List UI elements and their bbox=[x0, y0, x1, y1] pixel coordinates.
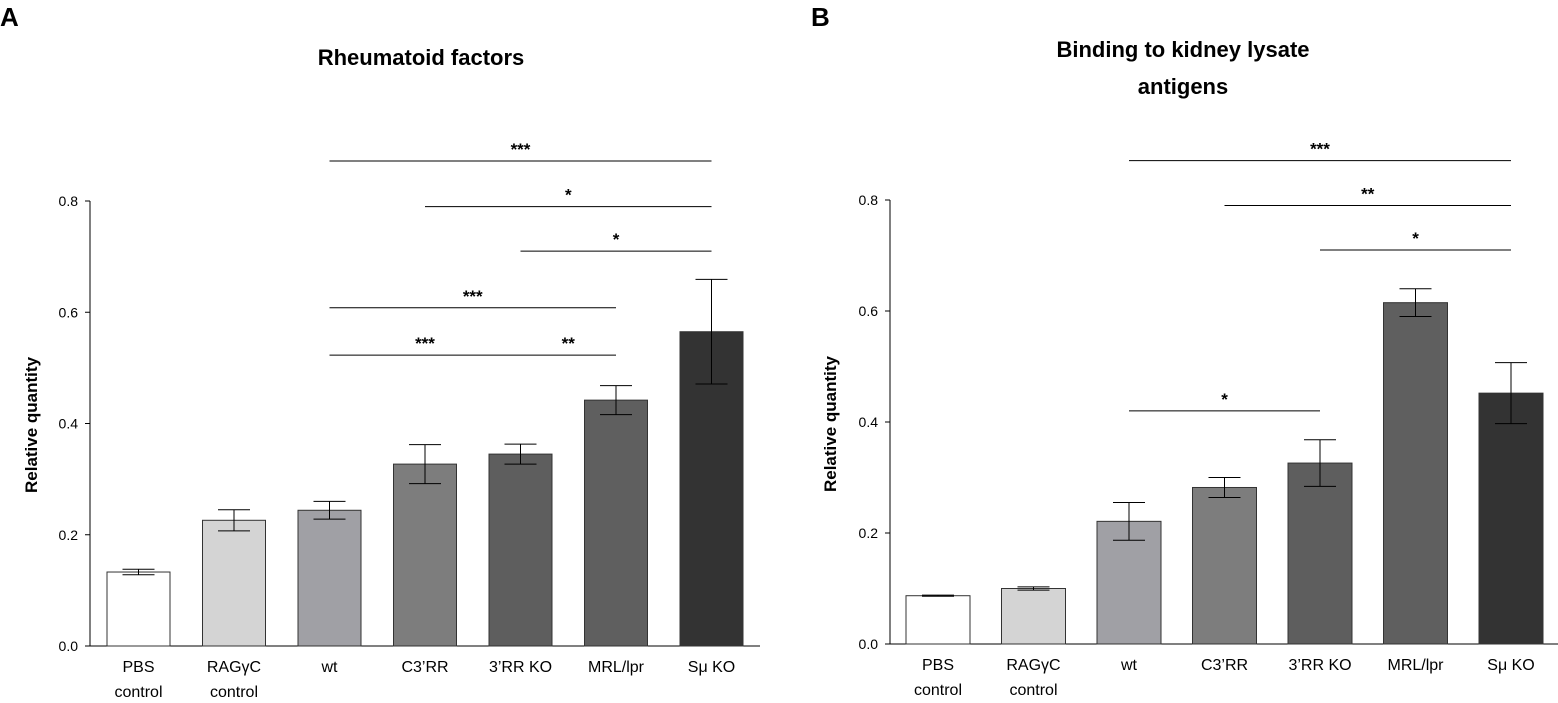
bar-0 bbox=[905, 595, 971, 645]
y-tick-label: 0.8 bbox=[859, 192, 879, 208]
bar-3 bbox=[393, 463, 457, 647]
y-tick-label: 0.2 bbox=[859, 525, 879, 541]
x-tick-label: control bbox=[914, 682, 962, 699]
y-tick-label: 0.0 bbox=[59, 638, 79, 654]
x-tick-label: C3’RR bbox=[1201, 657, 1248, 674]
x-tick-label: wt bbox=[1120, 657, 1138, 674]
significance-label-3: * bbox=[1221, 390, 1228, 409]
x-tick-label: RAGγC bbox=[207, 659, 261, 676]
significance-label-3: *** bbox=[463, 287, 483, 306]
x-tick-label: wt bbox=[321, 659, 339, 676]
significance-label-1: * bbox=[565, 186, 572, 205]
significance-label-0: *** bbox=[1310, 140, 1330, 159]
x-tick-label: control bbox=[210, 684, 258, 701]
panel-a: A Rheumatoid factors Relative quantity 0.0 0… bbox=[0, 2, 760, 701]
bar-1 bbox=[202, 519, 266, 647]
chart-title-line: antigens bbox=[1138, 74, 1228, 99]
x-tick-label: RAGγC bbox=[1006, 657, 1060, 674]
x-tick-label: PBS bbox=[122, 659, 154, 676]
significance-label-1: ** bbox=[1361, 185, 1375, 204]
x-tick-label: 3’RR KO bbox=[489, 659, 552, 676]
x-tick-label: control bbox=[1009, 682, 1057, 699]
y-tick-label: 0.4 bbox=[59, 416, 79, 432]
bar-1 bbox=[1001, 588, 1066, 645]
chart-title-line: Rheumatoid factors bbox=[318, 45, 525, 70]
panel-letter-b: B bbox=[811, 2, 830, 32]
bar-4 bbox=[488, 453, 553, 647]
x-tick-label: MRL/lpr bbox=[1387, 657, 1444, 674]
y-tick-label: 0.6 bbox=[59, 304, 79, 320]
bar-0 bbox=[106, 571, 171, 647]
significance-label-5: ** bbox=[562, 334, 576, 353]
significance-label-4: *** bbox=[415, 334, 435, 353]
y-tick-label: 0.8 bbox=[59, 193, 79, 209]
bar-6 bbox=[1478, 392, 1544, 645]
bar-2 bbox=[1096, 520, 1162, 645]
chart-title-line: Binding to kidney lysate bbox=[1056, 37, 1309, 62]
x-tick-label: C3’RR bbox=[401, 659, 448, 676]
x-tick-label: Sμ KO bbox=[1487, 657, 1534, 674]
y-axis-label: Relative quantity bbox=[22, 356, 41, 493]
significance-label-0: *** bbox=[511, 140, 531, 159]
x-tick-label: control bbox=[114, 684, 162, 701]
bar-3 bbox=[1192, 486, 1257, 645]
x-tick-label: MRL/lpr bbox=[588, 659, 645, 676]
y-tick-label: 0.0 bbox=[859, 636, 879, 652]
significance-label-2: * bbox=[613, 230, 620, 249]
panel-letter-a: A bbox=[0, 2, 19, 32]
x-tick-label: 3’RR KO bbox=[1288, 657, 1351, 674]
y-tick-label: 0.6 bbox=[859, 303, 879, 319]
significance-label-2: * bbox=[1412, 229, 1419, 248]
bar-5 bbox=[584, 399, 648, 647]
x-tick-label: Sμ KO bbox=[688, 659, 735, 676]
bar-2 bbox=[297, 509, 362, 647]
y-tick-label: 0.2 bbox=[59, 527, 79, 543]
x-tick-label: PBS bbox=[922, 657, 954, 674]
bar-4 bbox=[1287, 462, 1353, 645]
y-tick-label: 0.4 bbox=[859, 414, 879, 430]
y-axis-label: Relative quantity bbox=[821, 355, 840, 492]
panel-b: B Binding to kidney lysate antigens Relativ… bbox=[811, 2, 1558, 699]
bar-5 bbox=[1383, 302, 1448, 645]
